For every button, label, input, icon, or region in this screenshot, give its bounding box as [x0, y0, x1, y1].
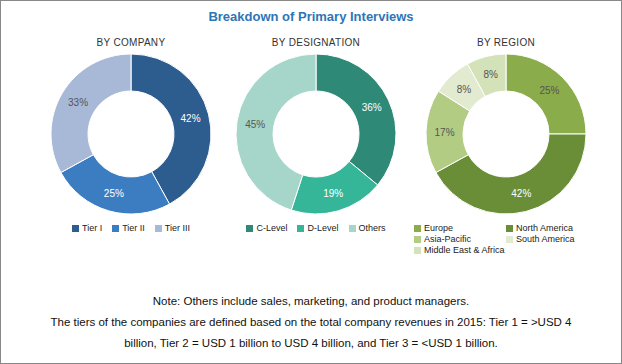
svg-text:8%: 8%	[457, 84, 472, 95]
svg-text:25%: 25%	[104, 188, 124, 199]
html-text:BY COMPANY: BY COMPANY	[96, 37, 166, 48]
html-text:BY DESIGNATION: BY DESIGNATION	[271, 37, 361, 48]
svg-text:25%: 25%	[539, 85, 559, 96]
svg-text:36%: 36%	[362, 102, 382, 113]
html-text:North America: North America	[516, 223, 573, 233]
html-text:The tiers of the companies are: The tiers of the companies are defined b…	[50, 316, 572, 328]
svg-text:19%: 19%	[323, 188, 343, 199]
html-text:South America: South America	[516, 234, 575, 244]
svg-text:42%: 42%	[511, 188, 531, 199]
html-text:Tier III: Tier III	[164, 223, 190, 233]
html-text:Asia-Pacific: Asia-Pacific	[424, 234, 471, 244]
html-text:Middle East & Africa: Middle East & Africa	[424, 245, 505, 255]
html-text:Tier I: Tier I	[82, 223, 103, 233]
html-text:Others: Others	[358, 223, 386, 233]
html-text:billion, Tier 2 = USD 1 billio: billion, Tier 2 = USD 1 billion to USD 4…	[124, 337, 498, 349]
svg-text:45%: 45%	[245, 119, 265, 130]
html-text:BY REGION: BY REGION	[477, 37, 535, 48]
svg-text:8%: 8%	[483, 69, 498, 80]
html-text:C-Level: C-Level	[256, 223, 288, 233]
html-text:D-Level: D-Level	[307, 223, 339, 233]
svg-text:42%: 42%	[181, 113, 201, 124]
html-text:Europe: Europe	[424, 223, 453, 233]
html-text:Breakdown of Primary Interview: Breakdown of Primary Interviews	[208, 9, 414, 24]
svg-text:33%: 33%	[68, 97, 88, 108]
svg-text:17%: 17%	[435, 127, 455, 138]
html-text:Note: Others include sales, ma: Note: Others include sales, marketing, a…	[152, 295, 470, 307]
html-text:Tier II: Tier II	[122, 223, 145, 233]
